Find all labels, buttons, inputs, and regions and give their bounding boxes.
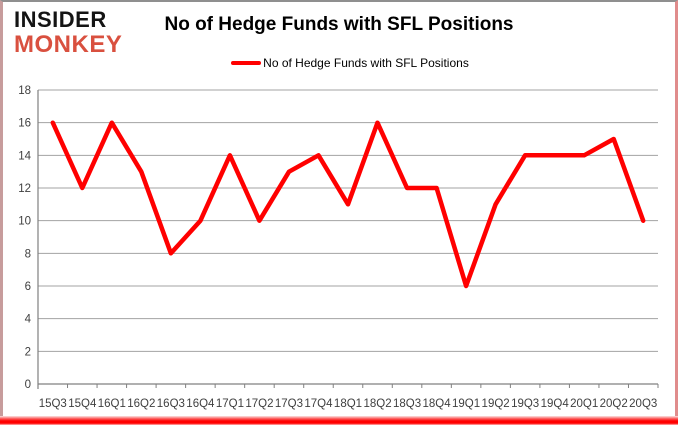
y-axis-tick-label: 2 — [25, 346, 31, 358]
legend-entry: No of Hedge Funds with SFL Positions — [231, 56, 469, 70]
x-axis-tick-label: 19Q3 — [511, 398, 539, 410]
x-axis-tick-label: 16Q2 — [127, 398, 155, 410]
logo-text-monkey: MONKEY — [14, 31, 123, 58]
x-axis-tick-label: 17Q2 — [245, 398, 273, 410]
logo-text-insider: INSIDER — [14, 7, 107, 32]
x-axis-tick-label: 16Q1 — [98, 398, 126, 410]
x-axis-tick-label: 19Q4 — [541, 398, 570, 410]
x-axis-tick-label: 20Q3 — [629, 398, 657, 410]
y-axis-tick-label: 18 — [18, 85, 31, 97]
series-line-hedge-funds — [50, 120, 646, 289]
x-axis-tick-label: 16Q4 — [186, 398, 215, 410]
x-axis-tick-label: 20Q2 — [600, 398, 628, 410]
x-axis-tick-label: 20Q1 — [570, 398, 598, 410]
x-axis-tick-label: 19Q1 — [452, 398, 480, 410]
x-axis-tick-label: 15Q3 — [39, 398, 67, 410]
insider-monkey-logo: INSIDER MONKEY — [14, 9, 122, 57]
x-axis-tick-label: 17Q3 — [275, 398, 303, 410]
chart-legend: No of Hedge Funds with SFL Positions — [0, 56, 678, 70]
x-axis-tick-label: 16Q3 — [157, 398, 185, 410]
x-axis-tick-label: 15Q4 — [68, 398, 97, 410]
y-axis-tick-label: 14 — [18, 150, 31, 162]
x-axis-tick-label: 18Q3 — [393, 398, 421, 410]
y-axis-tick-label: 4 — [25, 314, 32, 326]
y-axis-tick-label: 10 — [18, 216, 31, 228]
y-axis-tick-label: 0 — [25, 379, 31, 391]
x-axis-tick-label: 17Q4 — [304, 398, 333, 410]
y-axis-tick-label: 16 — [18, 118, 31, 130]
x-axis-tick-label: 18Q1 — [334, 398, 362, 410]
chart-title: No of Hedge Funds with SFL Positions — [164, 14, 514, 35]
x-axis-tick-label: 19Q2 — [482, 398, 510, 410]
x-axis-tick-label: 18Q2 — [363, 398, 391, 410]
y-axis-tick-label: 12 — [18, 183, 31, 195]
y-axis-tick-label: 8 — [25, 248, 31, 260]
x-axis-tick-label: 18Q4 — [423, 398, 452, 410]
legend-label: No of Hedge Funds with SFL Positions — [263, 56, 469, 70]
bottom-red-border — [0, 416, 678, 425]
x-axis-tick-label: 17Q1 — [216, 398, 244, 410]
legend-line-marker-icon — [231, 61, 262, 65]
y-axis-tick-label: 6 — [25, 281, 31, 293]
